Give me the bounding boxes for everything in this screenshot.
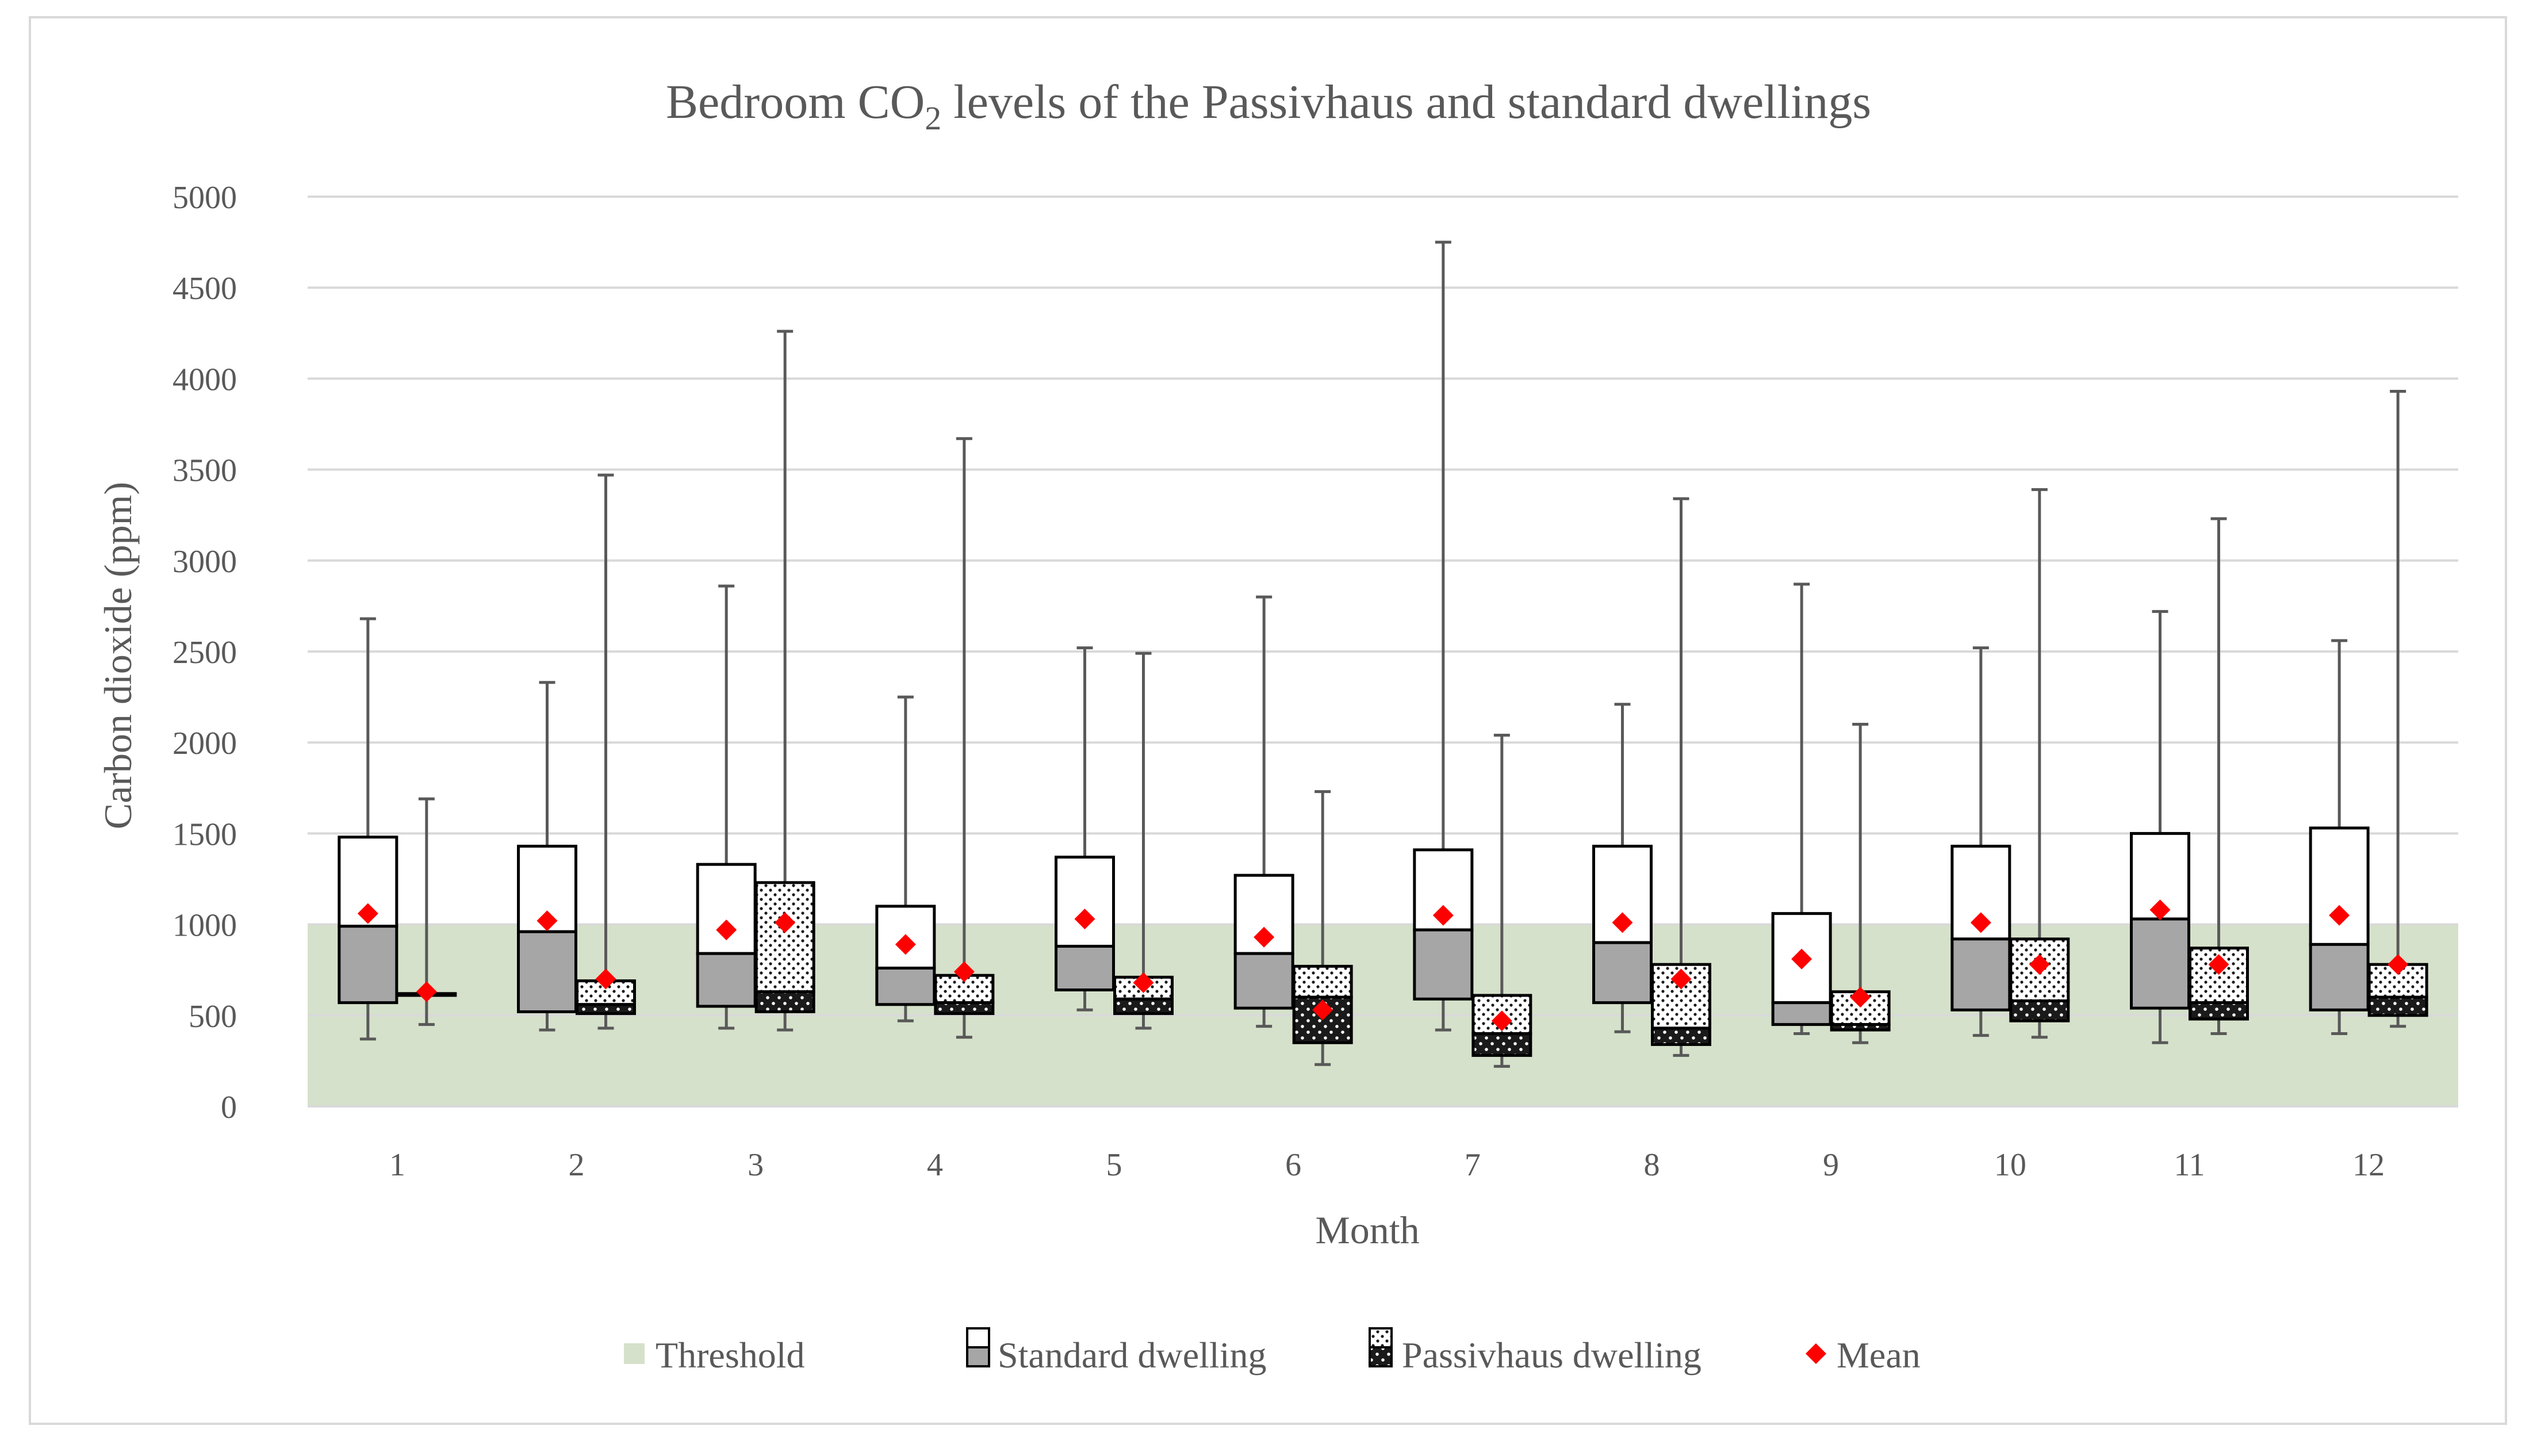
x-tick-label: 5 (1106, 1147, 1122, 1183)
standard-m5-mean-marker (1074, 909, 1095, 930)
standard-m2-mean-marker (536, 910, 558, 932)
standard-m7-mean-marker (1432, 905, 1454, 926)
standard-m3-mean-marker (716, 919, 737, 941)
y-tick-label: 3000 (173, 544, 237, 580)
x-tick-label: 8 (1644, 1147, 1660, 1183)
passivhaus-m8-mean-marker (1670, 968, 1692, 990)
y-tick-label: 5000 (173, 180, 237, 216)
passivhaus-m4-mean-marker (953, 961, 975, 982)
x-tick-label: 7 (1465, 1147, 1481, 1183)
standard-m10-mean-marker (1970, 912, 1991, 933)
legend-standard-swatch-upper (966, 1327, 990, 1348)
x-tick-label: 6 (1285, 1147, 1301, 1183)
legend: Threshold Standard dwelling Passivhaus d… (624, 1327, 1921, 1375)
standard-m12-mean-marker (2329, 905, 2350, 926)
standard-m11-mean-marker (2149, 899, 2171, 921)
standard-m12-box-upper (2309, 826, 2370, 946)
standard-m7-box-lower (1413, 928, 1474, 1001)
standard-m9-mean-marker (1791, 948, 1812, 970)
passivhaus-m9-box-lower (1830, 1023, 1891, 1032)
legend-passivhaus-swatch-upper (1369, 1327, 1393, 1348)
passivhaus-m2-mean-marker (595, 968, 616, 990)
y-tick-label: 3500 (173, 453, 237, 489)
legend-standard-swatch-lower (966, 1346, 990, 1367)
legend-standard-label: Standard dwelling (998, 1335, 1266, 1375)
passivhaus-m11-box-lower (2189, 1001, 2249, 1021)
legend-mean-marker (1806, 1343, 1826, 1364)
passivhaus-m5-box-lower (1113, 997, 1174, 1016)
x-tick-label: 11 (2174, 1147, 2205, 1183)
standard-m4-mean-marker (895, 934, 916, 955)
x-tick-label: 1 (389, 1147, 405, 1183)
passivhaus-m5-mean-marker (1133, 972, 1154, 993)
passivhaus-m2-box-lower (576, 1003, 636, 1016)
x-tick-label: 2 (569, 1147, 585, 1183)
passivhaus-m12-mean-marker (2387, 954, 2409, 975)
passivhaus-m9-mean-marker (1850, 987, 1871, 1008)
standard-m1-mean-marker (357, 903, 378, 924)
title-subscript: 2 (925, 99, 941, 137)
legend-threshold-swatch (624, 1343, 645, 1364)
standard-m11-box-lower (2130, 917, 2190, 1010)
standard-m9-box-lower (1771, 1001, 1832, 1026)
passivhaus-m3-box-lower (754, 990, 815, 1013)
passivhaus-m8-box-lower (1651, 1026, 1711, 1046)
passivhaus-m6-box-upper (1292, 964, 1353, 999)
legend-passivhaus-swatch-lower (1369, 1346, 1393, 1367)
y-tick-label: 500 (189, 999, 237, 1034)
x-tick-label: 3 (748, 1147, 764, 1183)
standard-m1-box-lower (338, 925, 398, 1005)
passivhaus-m1-mean-marker (416, 981, 437, 1002)
legend-mean-label: Mean (1837, 1335, 1921, 1375)
standard-m4-box-lower (875, 967, 936, 1006)
y-tick-label: 1000 (173, 908, 237, 944)
x-axis-label: Month (1315, 1208, 1419, 1252)
standard-m8-mean-marker (1612, 912, 1633, 933)
legend-passivhaus-label: Passivhaus dwelling (1402, 1335, 1701, 1375)
x-tick-label: 10 (1994, 1147, 2026, 1183)
y-axis-label: Carbon dioxide (ppm) (96, 482, 140, 829)
plot-area: 0 500 1000 1500 2000 2500 3000 3500 4000 4500 5000… (173, 180, 2458, 1183)
passivhaus-m10-box-lower (2009, 999, 2070, 1022)
standard-m2-box-lower (517, 930, 577, 1013)
x-tick-label: 4 (927, 1147, 943, 1183)
standard-m4-box-upper (875, 905, 936, 970)
passivhaus-m10-mean-marker (2029, 954, 2050, 975)
passivhaus-m11-mean-marker (2208, 954, 2229, 975)
y-tick-label: 1500 (173, 817, 237, 852)
y-tick-label: 2500 (173, 635, 237, 670)
y-tick-label: 2000 (173, 726, 237, 761)
standard-m12-box-lower (2309, 942, 2370, 1011)
x-tick-label: 12 (2352, 1147, 2385, 1183)
chart-title: Bedroom CO2 levels of the Passivhaus and… (666, 75, 1871, 137)
standard-m5-box-lower (1055, 945, 1115, 992)
standard-m5-box-upper (1055, 856, 1115, 948)
legend-threshold-label: Threshold (656, 1335, 805, 1375)
chart-frame (29, 16, 2507, 1425)
passivhaus-m7-mean-marker (1491, 1010, 1512, 1032)
passivhaus-m4-box-lower (934, 1001, 995, 1016)
standard-m10-box-lower (1950, 937, 2011, 1011)
title-suffix: levels of the Passivhaus and standard dw… (941, 75, 1871, 129)
y-tick-label: 0 (221, 1090, 237, 1125)
passivhaus-m7-box-lower (1471, 1032, 1532, 1057)
x-tick-label: 9 (1823, 1147, 1839, 1183)
standard-m8-box-lower (1592, 941, 1653, 1005)
passivhaus-m12-box-lower (2367, 995, 2428, 1017)
y-tick-label: 4000 (173, 362, 237, 397)
passivhaus-m3-mean-marker (775, 912, 796, 933)
standard-m6-mean-marker (1254, 926, 1275, 948)
passivhaus-m6-mean-marker (1312, 999, 1333, 1021)
standard-m3-box-lower (696, 952, 757, 1008)
title-prefix: Bedroom CO (666, 75, 925, 129)
passivhaus-m3-box-upper (754, 881, 815, 994)
y-tick-label: 4500 (173, 271, 237, 306)
standard-m6-box-lower (1233, 952, 1294, 1010)
